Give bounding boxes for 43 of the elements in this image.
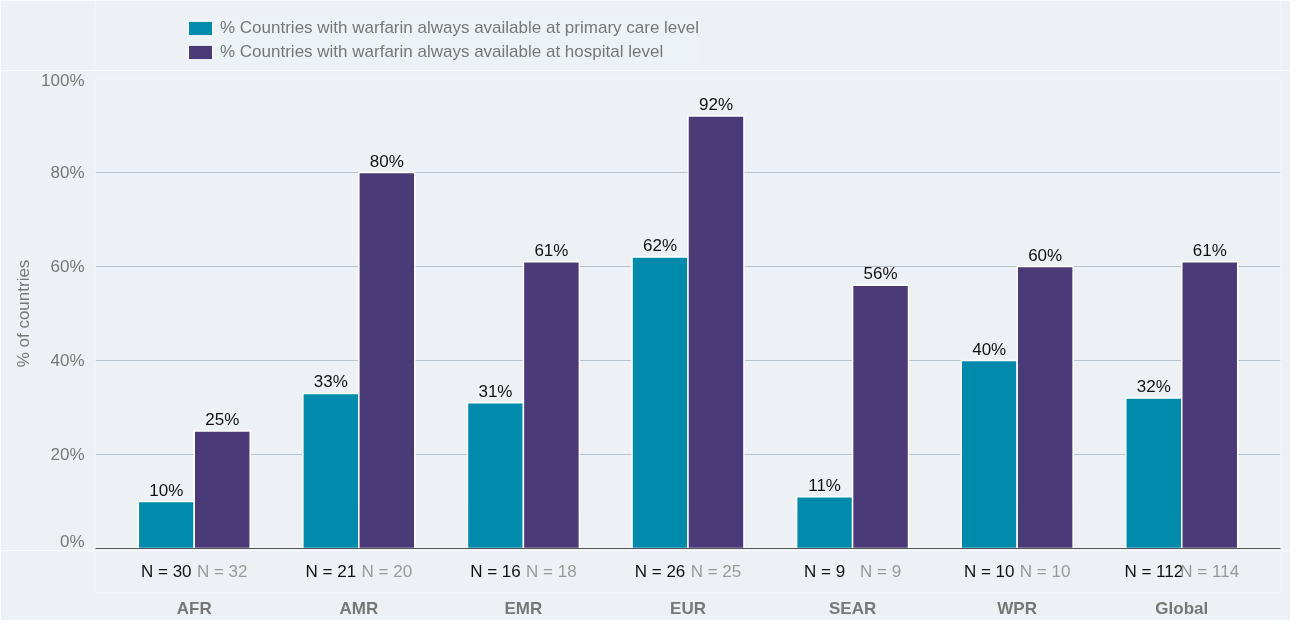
text: N = 9 bbox=[860, 562, 902, 581]
x-tick-label: Global bbox=[1155, 598, 1209, 618]
text: N = 32 bbox=[196, 562, 248, 581]
y-axis-title: % of countries bbox=[14, 259, 34, 368]
x-tick-label: SEAR bbox=[828, 598, 877, 618]
y-tick-label: 80% bbox=[50, 163, 85, 182]
x-tick-label: AMR bbox=[339, 598, 379, 618]
data-label: 60% bbox=[1028, 245, 1063, 265]
x-tick-label: EMR bbox=[504, 598, 543, 618]
x-tick-label: WPR bbox=[997, 598, 1038, 618]
text: N = 9 bbox=[804, 562, 846, 581]
text: N = 20 bbox=[361, 562, 413, 581]
text: N = 10 bbox=[1019, 562, 1071, 581]
x-tick-label: EUR bbox=[670, 598, 706, 618]
x-tick-label: AFR bbox=[176, 598, 212, 618]
data-label: 56% bbox=[863, 264, 898, 284]
y-tick-label: 60% bbox=[50, 257, 85, 276]
text: N = 21 bbox=[305, 562, 357, 581]
y-tick-label: 0% bbox=[59, 531, 85, 551]
y-tick-label: 100% bbox=[41, 70, 85, 90]
y-tick-label: 40% bbox=[50, 351, 85, 370]
data-label: 25% bbox=[205, 410, 240, 429]
data-label: 40% bbox=[972, 339, 1007, 359]
data-label: 32% bbox=[1136, 377, 1171, 397]
data-label: 61% bbox=[534, 240, 569, 260]
text: N = 30 bbox=[140, 562, 192, 581]
data-label: 11% bbox=[808, 475, 841, 495]
data-label: 80% bbox=[369, 151, 404, 171]
data-label: 33% bbox=[313, 372, 348, 392]
text: N = 16 bbox=[470, 562, 521, 581]
text: N = 25 bbox=[690, 562, 742, 581]
legend-label: % Countries with warfarin always available at primary care level bbox=[220, 18, 700, 38]
text: N = 26 bbox=[634, 562, 686, 581]
data-label: 31% bbox=[478, 381, 513, 401]
text: N = 18 bbox=[526, 562, 577, 581]
data-label: 62% bbox=[643, 236, 678, 256]
data-label: 61% bbox=[1192, 240, 1227, 260]
data-label: 10% bbox=[149, 480, 184, 500]
data-label: 92% bbox=[698, 95, 733, 115]
y-tick-label: 20% bbox=[50, 445, 85, 464]
legend-label: % Countries with warfarin always available at hospital level bbox=[220, 42, 664, 62]
text: N = 10 bbox=[963, 562, 1015, 581]
text: N = 114 bbox=[1180, 562, 1240, 581]
